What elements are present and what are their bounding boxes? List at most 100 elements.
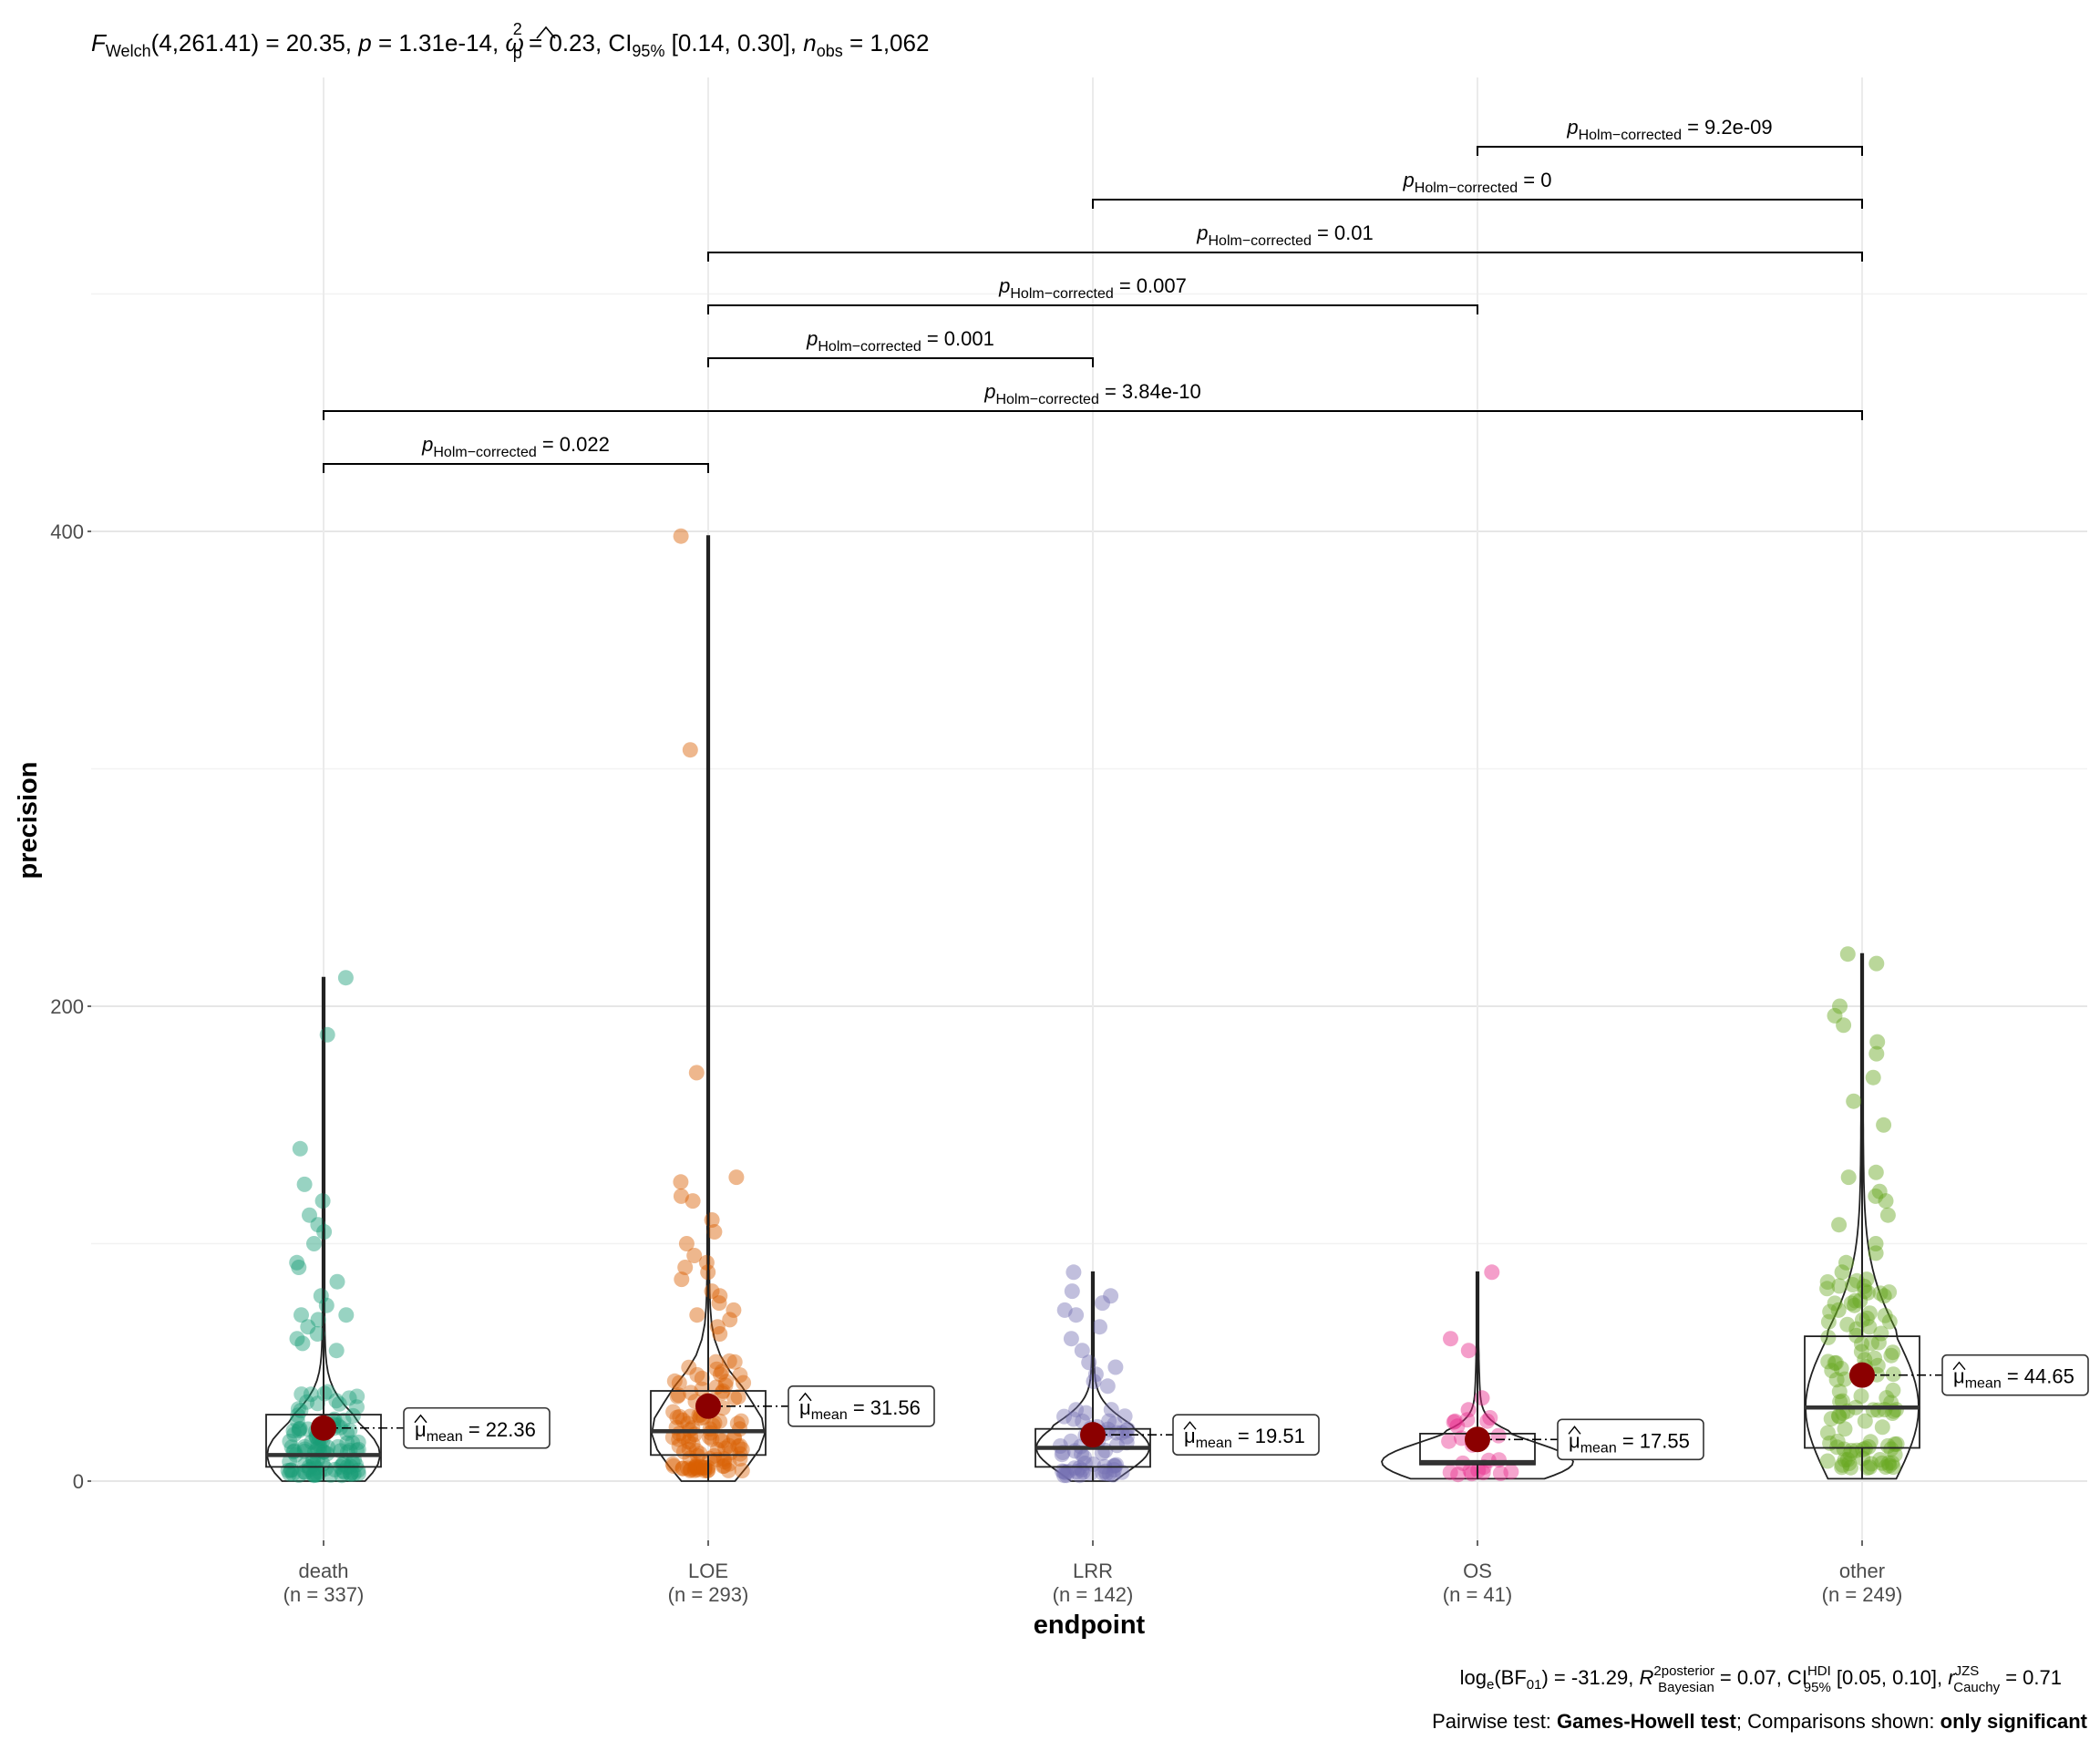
data-point bbox=[289, 1254, 305, 1271]
data-point bbox=[350, 1466, 366, 1482]
data-point bbox=[343, 1466, 359, 1482]
data-point bbox=[712, 1326, 728, 1342]
data-point bbox=[732, 1446, 748, 1462]
data-point bbox=[292, 1420, 308, 1436]
data-point bbox=[1853, 1388, 1869, 1405]
data-point bbox=[289, 1331, 305, 1347]
data-point bbox=[337, 970, 354, 986]
mean-label: μmean = 19.51 bbox=[1184, 1425, 1305, 1451]
data-point bbox=[1868, 1236, 1884, 1251]
data-point bbox=[726, 1302, 742, 1318]
data-point bbox=[1868, 1164, 1884, 1180]
x-tick-n-label: (n = 142) bbox=[1053, 1583, 1134, 1606]
data-point bbox=[1107, 1457, 1123, 1474]
data-point bbox=[672, 1408, 688, 1425]
data-point bbox=[302, 1207, 317, 1223]
data-point bbox=[715, 1458, 731, 1475]
y-axis-label: precision bbox=[14, 762, 43, 880]
data-point bbox=[1066, 1460, 1083, 1477]
data-point bbox=[1107, 1415, 1123, 1432]
data-point bbox=[302, 1461, 318, 1477]
data-point bbox=[664, 1429, 681, 1446]
data-point bbox=[328, 1393, 345, 1409]
data-point bbox=[1867, 1350, 1883, 1366]
data-point bbox=[686, 1462, 703, 1478]
data-point bbox=[1459, 1412, 1476, 1428]
data-point bbox=[1101, 1413, 1117, 1429]
mean-hat bbox=[1568, 1426, 1581, 1435]
data-point bbox=[712, 1366, 728, 1383]
data-point bbox=[1492, 1466, 1508, 1481]
data-point bbox=[305, 1467, 322, 1484]
data-point bbox=[1843, 1443, 1859, 1458]
mean-label: μmean = 44.65 bbox=[1953, 1365, 2074, 1392]
data-point bbox=[1071, 1460, 1087, 1477]
data-point bbox=[1831, 1384, 1848, 1400]
data-point bbox=[293, 1386, 310, 1403]
data-point bbox=[1881, 1457, 1898, 1474]
data-point bbox=[1834, 1393, 1850, 1409]
bracket bbox=[1477, 146, 1863, 156]
data-point bbox=[335, 1412, 352, 1428]
data-point bbox=[304, 1434, 320, 1450]
data-point bbox=[1877, 1307, 1893, 1323]
data-point bbox=[1072, 1467, 1088, 1484]
data-point bbox=[1861, 1319, 1878, 1335]
data-point bbox=[1827, 1007, 1843, 1024]
violin-death bbox=[266, 976, 381, 1482]
data-point bbox=[1845, 1277, 1861, 1292]
data-point bbox=[1837, 1452, 1853, 1468]
data-point bbox=[1820, 1354, 1837, 1370]
data-point bbox=[1103, 1288, 1119, 1304]
data-point bbox=[732, 1367, 748, 1384]
x-tick-label: OS bbox=[1463, 1560, 1492, 1582]
data-point bbox=[665, 1458, 682, 1474]
data-point bbox=[665, 1404, 682, 1420]
data-point bbox=[1837, 1371, 1853, 1387]
data-point bbox=[330, 1438, 346, 1455]
data-point bbox=[285, 1423, 302, 1439]
data-point bbox=[717, 1377, 734, 1394]
data-point bbox=[1475, 1465, 1491, 1481]
data-point bbox=[316, 1385, 333, 1402]
data-point bbox=[669, 1409, 685, 1426]
data-point bbox=[1861, 1305, 1878, 1322]
data-point bbox=[692, 1458, 708, 1475]
data-point bbox=[1872, 1285, 1889, 1302]
data-point bbox=[1058, 1467, 1075, 1484]
data-point bbox=[685, 1436, 701, 1452]
bracket-label: pHolm−corrected = 0 bbox=[1403, 169, 1552, 196]
data-point bbox=[284, 1466, 301, 1482]
data-point bbox=[1106, 1462, 1122, 1478]
data-point bbox=[1065, 1264, 1082, 1281]
data-point bbox=[339, 1425, 355, 1441]
bracket-label: pHolm−corrected = 9.2e-09 bbox=[1566, 116, 1772, 143]
data-point bbox=[686, 1248, 703, 1263]
data-point bbox=[694, 1370, 710, 1386]
data-point bbox=[1056, 1467, 1072, 1484]
data-point bbox=[1868, 955, 1885, 972]
data-point bbox=[1880, 1455, 1897, 1471]
data-point bbox=[1863, 1456, 1879, 1472]
data-point bbox=[730, 1438, 746, 1455]
data-point bbox=[1836, 1441, 1852, 1457]
data-point bbox=[349, 1388, 365, 1405]
data-point bbox=[1868, 1045, 1885, 1062]
data-point bbox=[1106, 1457, 1122, 1474]
data-point bbox=[1840, 1169, 1857, 1186]
data-point bbox=[721, 1437, 737, 1454]
data-point bbox=[335, 1457, 351, 1473]
data-point bbox=[698, 1254, 715, 1271]
data-point bbox=[1843, 1459, 1858, 1476]
bracket-label: pHolm−corrected = 0.022 bbox=[421, 433, 610, 460]
data-point bbox=[333, 1419, 348, 1436]
data-point bbox=[1095, 1295, 1110, 1312]
data-point bbox=[1879, 1437, 1896, 1454]
data-point bbox=[1839, 946, 1856, 962]
data-point bbox=[1872, 1452, 1889, 1467]
data-point bbox=[706, 1224, 723, 1240]
data-point bbox=[681, 1359, 697, 1375]
data-point bbox=[283, 1439, 300, 1456]
data-point bbox=[331, 1395, 347, 1412]
